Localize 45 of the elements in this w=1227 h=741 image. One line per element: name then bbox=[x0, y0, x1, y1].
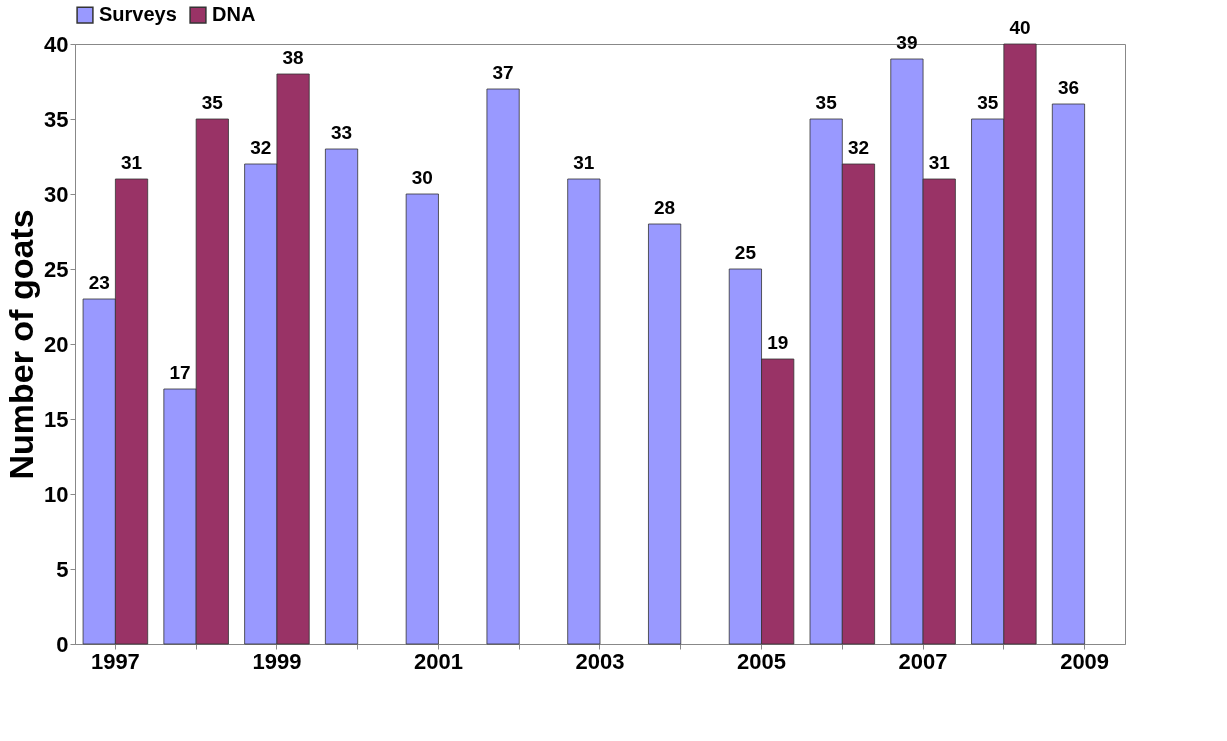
data-label: 30 bbox=[411, 167, 433, 188]
data-label: 19 bbox=[767, 332, 789, 353]
y-tick-label: 10 bbox=[44, 481, 69, 507]
data-label: 35 bbox=[201, 92, 224, 113]
data-label: 32 bbox=[250, 137, 272, 158]
data-label: 36 bbox=[1057, 77, 1080, 98]
y-tick-label: 35 bbox=[44, 106, 69, 132]
y-tick-label: 5 bbox=[56, 556, 69, 582]
y-tick-label: 0 bbox=[56, 631, 69, 657]
data-label: 38 bbox=[282, 47, 304, 68]
legend-label: DNA bbox=[212, 3, 256, 26]
x-tick-label: 1997 bbox=[90, 648, 140, 674]
data-label: 35 bbox=[815, 92, 838, 113]
y-tick-label: 20 bbox=[44, 331, 69, 357]
data-label: 17 bbox=[169, 362, 191, 383]
bar bbox=[486, 88, 520, 645]
y-tick-label: 40 bbox=[44, 31, 69, 57]
data-label: 31 bbox=[928, 152, 951, 173]
x-tick-label: 2007 bbox=[898, 648, 948, 674]
data-label: 31 bbox=[120, 152, 143, 173]
bar bbox=[405, 193, 439, 645]
bar bbox=[567, 178, 601, 645]
data-label: 37 bbox=[492, 62, 514, 83]
legend-label: Surveys bbox=[99, 3, 177, 26]
x-tick-label: 2005 bbox=[737, 648, 787, 674]
data-label: 31 bbox=[573, 152, 595, 173]
data-label: 28 bbox=[654, 197, 676, 218]
y-axis-title: Number of goats bbox=[2, 209, 41, 480]
data-label: 39 bbox=[896, 32, 918, 53]
data-label: 35 bbox=[977, 92, 999, 113]
data-label: 33 bbox=[330, 122, 353, 143]
x-tick-label: 1999 bbox=[252, 648, 302, 674]
y-tick-label: 30 bbox=[44, 181, 69, 207]
bar bbox=[324, 148, 359, 645]
bar bbox=[648, 223, 682, 645]
data-label: 23 bbox=[88, 272, 110, 293]
y-tick-label: 25 bbox=[44, 256, 69, 282]
data-label: 32 bbox=[847, 137, 870, 158]
data-label: 25 bbox=[734, 242, 757, 263]
x-tick-label: 2003 bbox=[575, 648, 625, 674]
y-tick-label: 15 bbox=[44, 406, 69, 432]
bar bbox=[1051, 103, 1086, 645]
data-label: 40 bbox=[1009, 17, 1031, 38]
x-tick-label: 2009 bbox=[1060, 648, 1110, 674]
x-tick-label: 2001 bbox=[413, 648, 463, 674]
